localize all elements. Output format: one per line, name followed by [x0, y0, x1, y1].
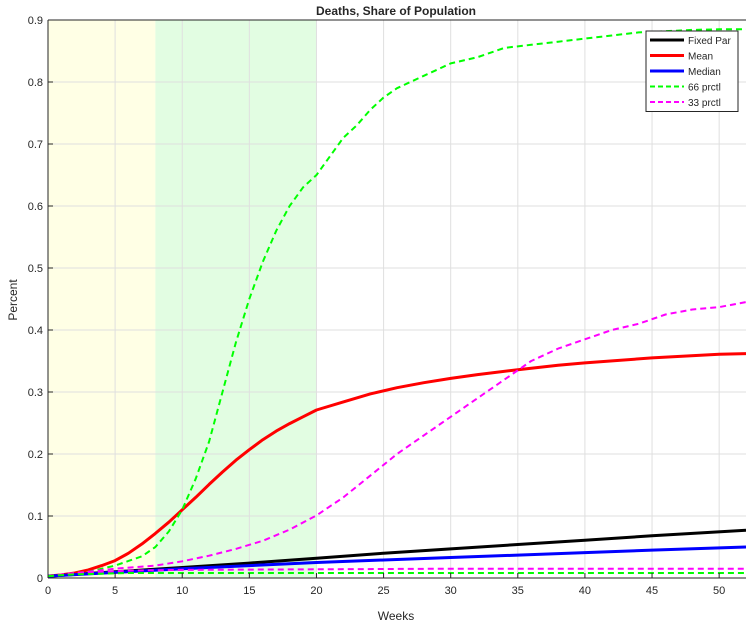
series-line-33-prctl	[47, 301, 746, 578]
legend-label-3: 66 prctl	[688, 83, 721, 94]
y-tick-label-1: 0.1	[28, 511, 43, 523]
x-tick-label-2: 10	[176, 585, 188, 597]
series-line-66-prctl	[47, 28, 746, 578]
x-tick-label-1: 5	[112, 585, 118, 597]
y-tick-label-8: 0.8	[28, 77, 43, 89]
chart-title: Deaths, Share of Population	[316, 4, 476, 18]
x-tick-label-10: 50	[713, 585, 725, 597]
y-tick-label-2: 0.2	[28, 449, 43, 461]
shaded-region-0	[48, 20, 156, 578]
y-tick-label-5: 0.5	[28, 263, 43, 275]
legend-label-0: Fixed Par	[688, 36, 731, 47]
legend-label-4: 33 prctl	[688, 98, 721, 109]
y-tick-label-9: 0.9	[28, 15, 43, 27]
x-tick-label-8: 40	[579, 585, 591, 597]
legend-label-2: Median	[688, 67, 721, 78]
y-tick-label-0: 0	[37, 573, 43, 585]
shaded-region-1	[155, 20, 317, 578]
series-line-unlabeled-5	[47, 567, 746, 578]
y-tick-label-3: 0.3	[28, 387, 43, 399]
x-tick-label-6: 30	[445, 585, 457, 597]
x-tick-label-4: 20	[310, 585, 322, 597]
x-tick-label-7: 35	[512, 585, 524, 597]
x-tick-label-0: 0	[45, 585, 51, 597]
x-tick-label-3: 15	[243, 585, 255, 597]
x-tick-label-9: 45	[646, 585, 658, 597]
series-line-mean	[47, 352, 746, 578]
y-axis-label: Percent	[6, 279, 20, 321]
legend: Fixed Par Mean Median 66 prctl 33 prctl	[645, 30, 739, 112]
x-tick-label-5: 25	[377, 585, 389, 597]
y-tick-label-6: 0.6	[28, 201, 43, 213]
x-axis-label: Weeks	[378, 609, 414, 623]
y-tick-label-7: 0.7	[28, 139, 43, 151]
y-tick-label-4: 0.4	[28, 325, 43, 337]
legend-label-1: Mean	[688, 52, 713, 63]
